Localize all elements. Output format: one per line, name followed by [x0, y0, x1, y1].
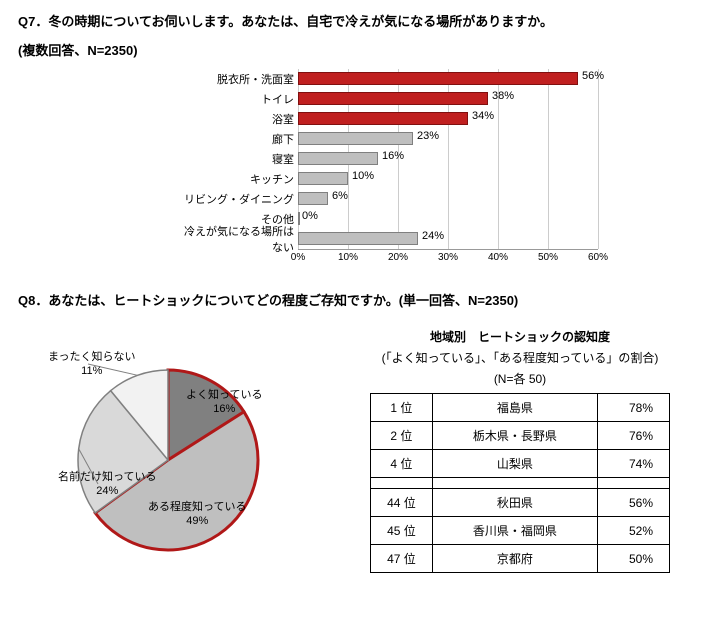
- pct-cell: 50%: [597, 545, 669, 573]
- q7-subtitle: (複数回答、N=2350): [18, 40, 702, 59]
- pct-cell: 78%: [597, 394, 669, 422]
- pie-label: よく知っている16%: [186, 388, 262, 417]
- bar-label: 廊下: [178, 131, 298, 147]
- table-row: 44 位秋田県56%: [371, 489, 670, 517]
- bar-fill: [298, 112, 468, 125]
- bar-label: トイレ: [178, 91, 298, 107]
- table-subtitle: (「よく知っている」、「ある程度知っている」の割合): [338, 349, 702, 366]
- bar-value: 10%: [352, 170, 374, 182]
- q8-table-area: 地域別 ヒートショックの認知度 (「よく知っている」、「ある程度知っている」の割…: [338, 320, 702, 600]
- bar-fill: [298, 192, 328, 205]
- pie-label: まったく知らない11%: [48, 350, 136, 379]
- axis-tick: 10%: [338, 252, 358, 263]
- pref-cell: 福島県: [432, 394, 597, 422]
- axis-tick: 30%: [438, 252, 458, 263]
- bar-value: 34%: [472, 110, 494, 122]
- pct-cell: 52%: [597, 517, 669, 545]
- bar-label: キッチン: [178, 171, 298, 187]
- bar-value: 24%: [422, 230, 444, 242]
- bar-value: 6%: [332, 190, 348, 202]
- pref-cell: 山梨県: [432, 450, 597, 478]
- axis-tick: 50%: [538, 252, 558, 263]
- axis-tick: 60%: [588, 252, 608, 263]
- bar-value: 16%: [382, 150, 404, 162]
- table-gap-row: [371, 478, 670, 489]
- axis-tick: 40%: [488, 252, 508, 263]
- rank-cell: 1 位: [371, 394, 433, 422]
- bar-label: 脱衣所・洗面室: [178, 71, 298, 87]
- rank-cell: 47 位: [371, 545, 433, 573]
- pref-cell: 栃木県・長野県: [432, 422, 597, 450]
- q8-pie-chart: よく知っている16% ある程度知っている49%名前だけ知っている24% まったく知ら…: [18, 320, 318, 600]
- table-row: 45 位香川県・福岡県52%: [371, 517, 670, 545]
- table-title: 地域別 ヒートショックの認知度: [338, 328, 702, 345]
- axis-tick: 0%: [291, 252, 305, 263]
- rank-cell: 4 位: [371, 450, 433, 478]
- axis-tick: 20%: [388, 252, 408, 263]
- bar-label: 冷えが気になる場所はない: [178, 223, 298, 255]
- pref-cell: 京都府: [432, 545, 597, 573]
- bar-fill: [298, 172, 348, 185]
- table-row: 1 位福島県78%: [371, 394, 670, 422]
- bar-fill: [298, 232, 418, 245]
- table-row: 47 位京都府50%: [371, 545, 670, 573]
- bar-value: 0%: [302, 210, 318, 222]
- q8-title: Q8．あなたは、ヒートショックについてどの程度ご存知ですか。(単一回答、N=23…: [18, 291, 702, 311]
- pct-cell: 56%: [597, 489, 669, 517]
- bar-fill: [298, 72, 578, 85]
- bar-value: 23%: [417, 130, 439, 142]
- bar-fill: [298, 212, 300, 225]
- bar-fill: [298, 92, 488, 105]
- pie-label: ある程度知っている49%: [148, 500, 246, 529]
- q7-bar-chart: 脱衣所・洗面室 56% トイレ 38% 浴室 34% 廊下 23% 寝室 16% キッチン 10% リビ…: [178, 69, 618, 267]
- bar-label: 寝室: [178, 151, 298, 167]
- bar-label: リビング・ダイニング: [178, 191, 298, 207]
- bar-fill: [298, 152, 378, 165]
- table-row: 4 位山梨県74%: [371, 450, 670, 478]
- table-n: (N=各 50): [338, 370, 702, 387]
- bar-label: 浴室: [178, 111, 298, 127]
- rank-cell: 2 位: [371, 422, 433, 450]
- table-row: 2 位栃木県・長野県76%: [371, 422, 670, 450]
- pref-cell: 秋田県: [432, 489, 597, 517]
- bar-value: 38%: [492, 90, 514, 102]
- pct-cell: 74%: [597, 450, 669, 478]
- rank-table: 1 位福島県78%2 位栃木県・長野県76%4 位山梨県74%44 位秋田県56…: [370, 393, 670, 573]
- pref-cell: 香川県・福岡県: [432, 517, 597, 545]
- pct-cell: 76%: [597, 422, 669, 450]
- bar-value: 56%: [582, 70, 604, 82]
- pie-label: 名前だけ知っている24%: [58, 470, 156, 499]
- q7-title: Q7．冬の時期についてお伺いします。あなたは、自宅で冷えが気になる場所があります…: [18, 12, 702, 32]
- rank-cell: 45 位: [371, 517, 433, 545]
- rank-cell: 44 位: [371, 489, 433, 517]
- bar-fill: [298, 132, 413, 145]
